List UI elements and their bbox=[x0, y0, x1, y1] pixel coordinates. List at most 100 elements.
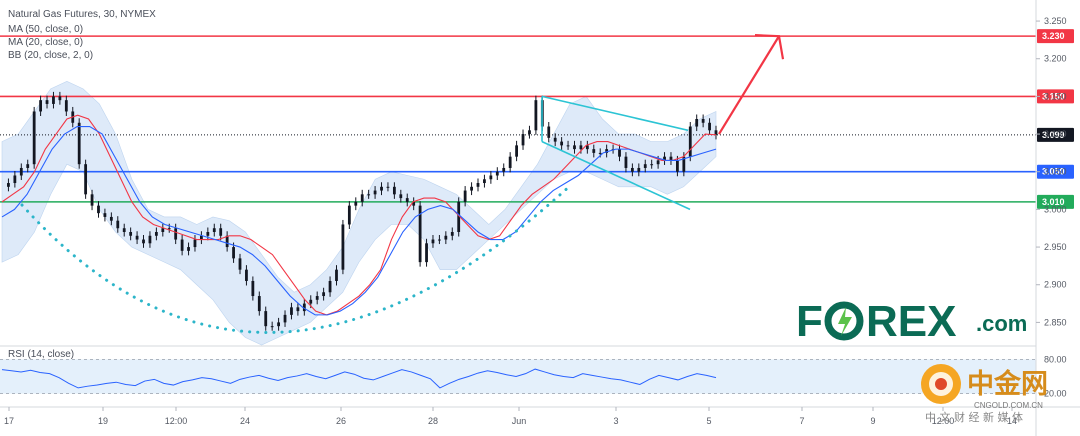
rsi-tick-label: 20.00 bbox=[1044, 389, 1067, 399]
price-candle-body bbox=[161, 228, 165, 232]
price-candle-body bbox=[630, 167, 634, 172]
price-candle-body bbox=[495, 171, 499, 176]
bollinger-band bbox=[1, 81, 717, 346]
time-tick-label: 12:00 bbox=[932, 416, 955, 426]
level-tag-text-3.099: 3.099 bbox=[1042, 130, 1065, 140]
price-tick-label: 3.150 bbox=[1044, 91, 1067, 101]
time-tick-label: 14 bbox=[1007, 416, 1017, 426]
time-tick-label: 12:00 bbox=[165, 416, 188, 426]
price-candle-body bbox=[380, 186, 383, 191]
price-candle-body bbox=[528, 130, 531, 135]
price-candle-body bbox=[663, 156, 666, 161]
price-candle-body bbox=[701, 119, 705, 123]
price-candle-body bbox=[238, 258, 242, 270]
price-candle-body bbox=[58, 96, 62, 101]
level-tag-3.099 bbox=[1037, 127, 1074, 142]
price-candle-body bbox=[457, 201, 461, 232]
price-candle-body bbox=[341, 224, 345, 270]
price-candle-body bbox=[624, 156, 628, 168]
price-candle-body bbox=[695, 119, 699, 127]
time-tick-label: 7 bbox=[799, 416, 804, 426]
price-candle-body bbox=[187, 247, 190, 251]
price-candle-body bbox=[52, 96, 55, 104]
bollinger-layer bbox=[1, 81, 717, 346]
price-candle-body bbox=[547, 126, 551, 138]
rsi-series-line bbox=[1, 368, 717, 389]
price-candle-body bbox=[579, 145, 583, 150]
price-candle-body bbox=[483, 179, 486, 184]
price-candle-body bbox=[39, 100, 42, 112]
time-tick-label: 26 bbox=[336, 416, 346, 426]
series-line-ma50 bbox=[1, 125, 717, 316]
price-candle-body bbox=[682, 156, 686, 172]
price-candle-body bbox=[270, 326, 274, 328]
time-tick-label: Jun bbox=[512, 416, 527, 426]
price-candle-body bbox=[508, 156, 512, 168]
price-tick-label: 3.000 bbox=[1044, 204, 1067, 214]
price-candle-body bbox=[463, 190, 467, 202]
price-candle-body bbox=[386, 186, 390, 188]
price-candle-body bbox=[109, 216, 113, 221]
price-candle-body bbox=[412, 201, 416, 206]
price-candle-body bbox=[296, 307, 300, 312]
price-tick-label: 2.900 bbox=[1044, 280, 1067, 290]
price-candle-body bbox=[328, 280, 332, 293]
price-candle-body bbox=[335, 269, 338, 281]
price-candle-body bbox=[688, 126, 692, 157]
price-candle-body bbox=[399, 194, 403, 199]
price-candle-body bbox=[174, 228, 178, 240]
price-candle-body bbox=[77, 122, 81, 165]
price-candle-body bbox=[283, 314, 287, 323]
price-candle-body bbox=[489, 175, 493, 180]
flag-channel-upper bbox=[541, 95, 689, 132]
level-tag-text-3.050: 3.050 bbox=[1042, 167, 1065, 177]
cngold-logo: 中金网 CNGOLD.COM.CN 中 文 财 经 新 媒 体 bbox=[921, 364, 1048, 424]
level-tag-3.010 bbox=[1037, 194, 1074, 209]
price-candle-body bbox=[676, 160, 679, 172]
price-candle-body bbox=[656, 160, 660, 165]
level-tag-text-3.230: 3.230 bbox=[1042, 31, 1065, 41]
price-candle-body bbox=[637, 167, 641, 172]
price-candle-body bbox=[277, 322, 280, 327]
price-candle-body bbox=[714, 130, 718, 135]
price-candle-body bbox=[605, 149, 609, 153]
legend: Natural Gas Futures, 30, NYMEX MA (50, c… bbox=[8, 9, 156, 360]
forex-logo-letter-f: F bbox=[796, 297, 823, 346]
level-tag-text-3.010: 3.010 bbox=[1042, 197, 1065, 207]
levels-layer: 3.230 3.150 3.099 3.050 3.010 bbox=[0, 29, 1074, 209]
price-tick-label: 2.850 bbox=[1044, 317, 1067, 327]
price-candle-body bbox=[322, 292, 326, 297]
chart-title: Natural Gas Futures, 30, NYMEX bbox=[8, 9, 156, 20]
cngold-logo-name: 中金网 bbox=[967, 368, 1048, 400]
price-candle-body bbox=[206, 232, 210, 236]
price-candle-body bbox=[257, 296, 261, 312]
price-candle-body bbox=[470, 186, 473, 191]
price-candle-body bbox=[13, 175, 17, 184]
time-tick-label: 28 bbox=[428, 416, 438, 426]
forex-logo: F REX .com bbox=[796, 297, 1027, 346]
level-tag-3.150 bbox=[1037, 89, 1074, 104]
price-candle-body bbox=[129, 232, 133, 236]
price-candle-body bbox=[438, 239, 441, 241]
price-candle-body bbox=[97, 205, 100, 214]
price-candle-body bbox=[193, 239, 197, 248]
price-layer bbox=[1, 91, 718, 331]
price-candle-body bbox=[302, 303, 306, 312]
price-candle-body bbox=[315, 296, 319, 300]
target-arrow-head bbox=[754, 34, 785, 60]
price-candle-body bbox=[431, 239, 435, 244]
price-candle-body bbox=[521, 134, 525, 146]
price-candle-body bbox=[103, 213, 107, 217]
time-tick-label: 24 bbox=[240, 416, 250, 426]
price-candle-body bbox=[560, 141, 564, 146]
price-candle-body bbox=[669, 156, 673, 161]
forex-logo-o-icon bbox=[824, 301, 864, 341]
level-tag-3.050 bbox=[1037, 164, 1074, 179]
target-arrow-shaft bbox=[718, 35, 780, 135]
cngold-logo-domain: CNGOLD.COM.CN bbox=[974, 401, 1043, 410]
price-candle-body bbox=[392, 186, 396, 195]
price-candle-body bbox=[167, 228, 171, 230]
price-candle-body bbox=[142, 239, 145, 244]
